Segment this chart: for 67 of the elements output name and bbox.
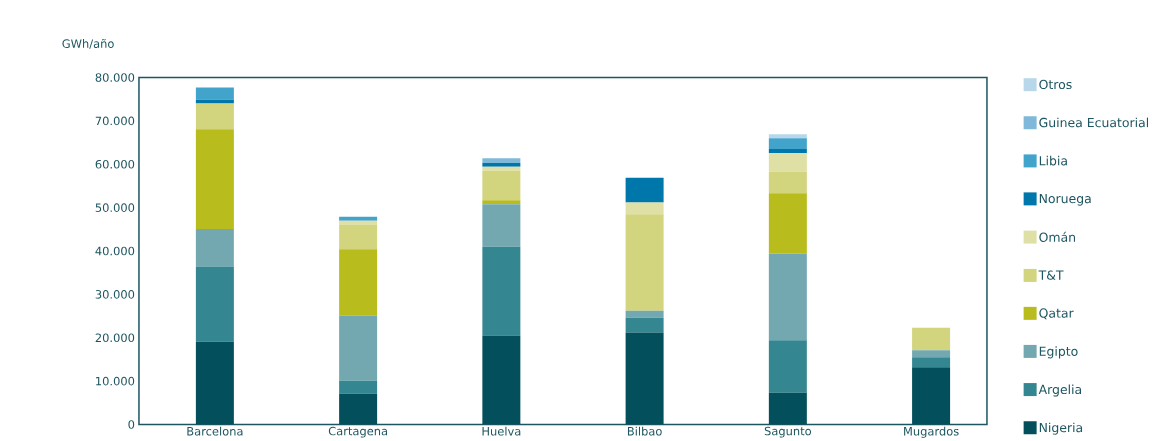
- x-tick-label: Cartagena: [328, 426, 388, 438]
- bar: [768, 152, 807, 172]
- y-tick-label: 40.000: [95, 246, 135, 256]
- y-tick-label: 0: [128, 420, 135, 429]
- x-tick-label: Bilbao: [627, 426, 662, 436]
- bar: [768, 138, 807, 150]
- bar: [625, 332, 664, 425]
- bar: [195, 129, 234, 229]
- bar: [195, 228, 234, 267]
- x-tick-label: Mugardos: [904, 426, 959, 438]
- bar: [768, 253, 807, 341]
- bar: [339, 216, 378, 221]
- bar: [339, 393, 378, 425]
- x-tick-label: Sagunto: [764, 426, 812, 438]
- x-tick-label: Huelva: [482, 426, 521, 436]
- bar: [482, 200, 521, 205]
- bar: [195, 266, 234, 342]
- legend-label: Nigeria: [1039, 422, 1083, 435]
- bar: [768, 171, 807, 194]
- bar: [482, 246, 521, 336]
- y-tick-label: 30.000: [95, 290, 135, 299]
- bar: [195, 87, 234, 100]
- bar: [482, 335, 521, 425]
- y-tick-label: 60.000: [95, 159, 135, 169]
- bar: [768, 193, 807, 254]
- bar: [768, 134, 807, 139]
- y-axis-title: GWh/año: [62, 38, 114, 49]
- bar: [482, 162, 521, 167]
- bar: [339, 380, 378, 394]
- legend-label: T&T: [1038, 270, 1064, 280]
- bar: [625, 317, 664, 333]
- bar: [768, 392, 807, 425]
- legend-label: Argelia: [1038, 384, 1082, 397]
- bar: [625, 202, 664, 215]
- y-tick-label: 10.000: [96, 376, 135, 386]
- legend-label: Otros: [1039, 79, 1072, 90]
- bar: [625, 214, 664, 311]
- bar: [195, 341, 234, 425]
- bar: [482, 204, 521, 247]
- x-tick-label: Barcelona: [187, 426, 243, 436]
- bar: [625, 177, 664, 203]
- bar: [339, 220, 378, 225]
- bar: [482, 166, 521, 171]
- legend-label: Egipto: [1039, 346, 1078, 359]
- bar: [768, 340, 807, 393]
- bar: [912, 350, 951, 358]
- bar: [912, 327, 951, 351]
- bar: [339, 315, 378, 381]
- bar: [339, 224, 378, 250]
- bar: [195, 103, 234, 130]
- y-tick-label: 20.000: [95, 333, 135, 343]
- bar: [625, 310, 664, 318]
- y-tick-label: 80.000: [95, 73, 135, 82]
- bar: [482, 170, 521, 201]
- y-tick-label: 70.000: [95, 116, 135, 126]
- legend-label: Libia: [1039, 155, 1067, 166]
- legend-label: Qatar: [1039, 308, 1074, 320]
- bar: [339, 249, 378, 316]
- bar: [912, 357, 951, 368]
- bar: [482, 158, 521, 163]
- y-tick-label: 50.000: [95, 203, 135, 212]
- legend-label: Omán: [1039, 231, 1076, 242]
- legend-label: Guinea Ecuatorial: [1039, 117, 1149, 128]
- bar: [768, 149, 807, 153]
- bar: [195, 99, 234, 104]
- bar: [912, 367, 951, 425]
- legend-label: Noruega: [1039, 193, 1091, 206]
